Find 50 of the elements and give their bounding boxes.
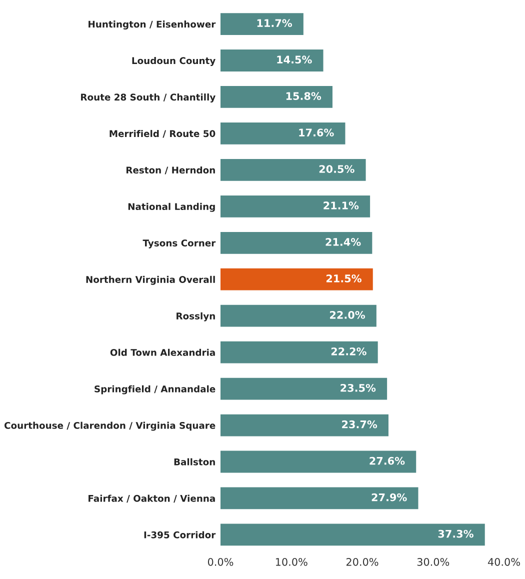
data-label: 27.6% — [370, 456, 405, 465]
data-label: 20.5% — [319, 165, 354, 173]
y-tick-label: Courthouse / Clarendon / Virginia Square — [4, 422, 216, 431]
x-tick-label: 20.0% — [346, 558, 378, 566]
bar — [220, 268, 373, 290]
bar — [220, 122, 346, 144]
bar — [220, 195, 370, 218]
bar — [220, 450, 416, 473]
y-tick-label: Fairfax / Oakton / Vienna — [88, 494, 215, 503]
y-tick-label: Merrifield / Route 50 — [110, 130, 216, 138]
x-tick-label: 30.0% — [417, 558, 450, 566]
bar — [220, 378, 388, 400]
data-label: 15.8% — [286, 92, 322, 100]
data-label: 14.5% — [277, 56, 312, 64]
data-label: 22.0% — [330, 310, 366, 319]
y-tick-label: Northern Virginia Overall — [86, 276, 215, 285]
data-label: 27.9% — [372, 493, 407, 502]
bar — [220, 50, 324, 72]
bar — [220, 524, 485, 546]
x-tick-label: 40.0% — [488, 558, 520, 566]
data-label: 23.5% — [340, 384, 376, 392]
data-label: 21.4% — [326, 238, 361, 246]
data-label: 11.7% — [257, 19, 292, 28]
bar — [220, 341, 378, 364]
y-tick-label: Old Town Alexandria — [110, 348, 215, 356]
y-tick-label: National Landing — [128, 202, 215, 212]
bar — [220, 13, 304, 35]
bar — [220, 414, 388, 436]
bar — [220, 86, 332, 108]
y-tick-label: Springfield / Annandale — [94, 385, 216, 394]
data-label: 37.3% — [438, 530, 474, 538]
bar — [220, 158, 366, 181]
data-label: 17.6% — [299, 128, 334, 136]
y-tick-label: Rosslyn — [176, 312, 215, 322]
y-tick-label: Loudoun County — [132, 57, 216, 66]
y-tick-label: Route 28 South / Chantilly — [81, 94, 216, 102]
y-tick-label: Ballston — [174, 458, 215, 466]
data-label: 21.5% — [326, 274, 362, 282]
bar — [220, 487, 418, 510]
y-tick-label: Reston / Herndon — [126, 166, 215, 174]
x-tick-label: 10.0% — [276, 558, 308, 566]
data-label: 23.7% — [342, 420, 378, 428]
y-tick-label: Huntington / Eisenhower — [88, 20, 216, 30]
bar — [220, 304, 376, 327]
y-tick-label: Tysons Corner — [142, 240, 216, 248]
x-tick-label: 0.0% — [208, 558, 234, 566]
data-label: 21.1% — [324, 202, 359, 210]
bar — [220, 232, 372, 254]
y-tick-label: I-395 Corridor — [144, 531, 216, 538]
data-label: 22.2% — [331, 347, 366, 356]
